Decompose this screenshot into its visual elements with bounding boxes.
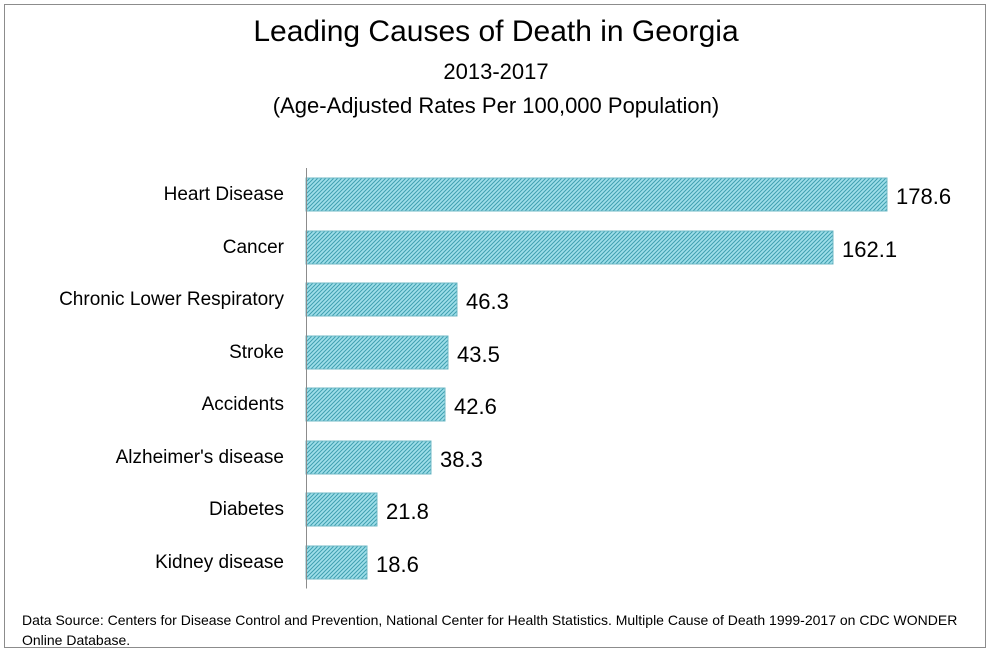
- value-label-heart-disease: 178.6: [896, 184, 951, 209]
- value-label-kidney-disease: 18.6: [376, 552, 419, 577]
- value-label-alzheimer-s-disease: 38.3: [440, 447, 483, 472]
- category-label-chronic-lower-respiratory: Chronic Lower Respiratory: [59, 289, 284, 310]
- bar-kidney-disease: [305, 545, 368, 580]
- bar-stroke: [305, 335, 449, 370]
- chart-frame: [4, 4, 986, 648]
- category-label-kidney-disease: Kidney disease: [155, 552, 284, 573]
- category-label-alzheimer-s-disease: Alzheimer's disease: [116, 447, 284, 468]
- chart-title: Leading Causes of Death in Georgia: [253, 15, 739, 48]
- value-label-stroke: 43.5: [457, 342, 500, 367]
- value-label-accidents: 42.6: [454, 394, 497, 419]
- bar-diabetes: [305, 492, 378, 527]
- value-label-chronic-lower-respiratory: 46.3: [466, 289, 509, 314]
- value-label-cancer: 162.1: [842, 237, 897, 262]
- bar-cancer: [305, 230, 834, 265]
- bar-accidents: [305, 387, 446, 422]
- data-source-note: Data Source: Centers for Disease Control…: [22, 612, 958, 648]
- bar-heart-disease: [305, 177, 888, 212]
- value-label-diabetes: 21.8: [386, 499, 429, 524]
- category-label-diabetes: Diabetes: [209, 499, 284, 520]
- category-label-cancer: Cancer: [223, 237, 285, 258]
- chart-subtitle: 2013-2017: [443, 59, 549, 84]
- category-label-accidents: Accidents: [202, 394, 284, 415]
- bar-chronic-lower-respiratory: [305, 282, 458, 317]
- category-label-stroke: Stroke: [229, 342, 284, 363]
- category-label-heart-disease: Heart Disease: [164, 184, 284, 205]
- chart-subtitle-units: (Age-Adjusted Rates Per 100,000 Populati…: [272, 93, 720, 118]
- bar-alzheimer-s-disease: [305, 440, 432, 475]
